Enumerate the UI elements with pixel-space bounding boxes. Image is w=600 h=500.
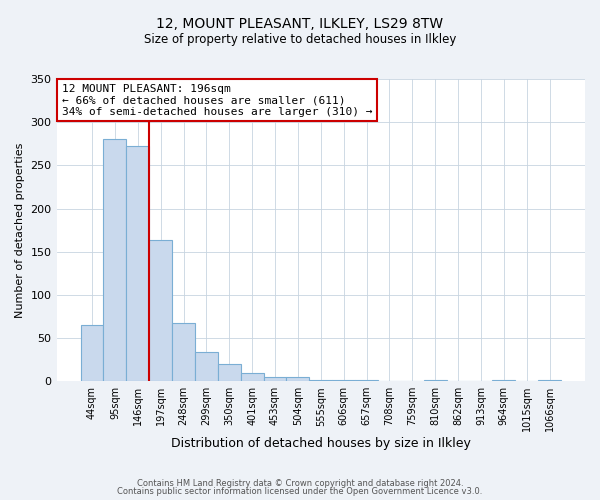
X-axis label: Distribution of detached houses by size in Ilkley: Distribution of detached houses by size … bbox=[171, 437, 471, 450]
Bar bbox=[103, 138, 127, 381]
Text: Contains public sector information licensed under the Open Government Licence v3: Contains public sector information licen… bbox=[118, 487, 482, 496]
Bar bbox=[172, 324, 195, 381]
Bar bbox=[424, 380, 446, 381]
Bar bbox=[241, 374, 263, 381]
Bar bbox=[127, 146, 149, 381]
Bar bbox=[493, 380, 515, 381]
Y-axis label: Number of detached properties: Number of detached properties bbox=[15, 142, 25, 318]
Bar bbox=[218, 364, 241, 381]
Text: 12, MOUNT PLEASANT, ILKLEY, LS29 8TW: 12, MOUNT PLEASANT, ILKLEY, LS29 8TW bbox=[157, 18, 443, 32]
Bar bbox=[355, 380, 378, 381]
Bar bbox=[195, 352, 218, 381]
Bar bbox=[263, 377, 286, 381]
Text: Size of property relative to detached houses in Ilkley: Size of property relative to detached ho… bbox=[144, 32, 456, 46]
Bar bbox=[538, 380, 561, 381]
Bar bbox=[332, 380, 355, 381]
Text: Contains HM Land Registry data © Crown copyright and database right 2024.: Contains HM Land Registry data © Crown c… bbox=[137, 478, 463, 488]
Bar bbox=[80, 325, 103, 381]
Text: 12 MOUNT PLEASANT: 196sqm
← 66% of detached houses are smaller (611)
34% of semi: 12 MOUNT PLEASANT: 196sqm ← 66% of detac… bbox=[62, 84, 373, 116]
Bar bbox=[149, 240, 172, 381]
Bar bbox=[310, 380, 332, 381]
Bar bbox=[286, 377, 310, 381]
